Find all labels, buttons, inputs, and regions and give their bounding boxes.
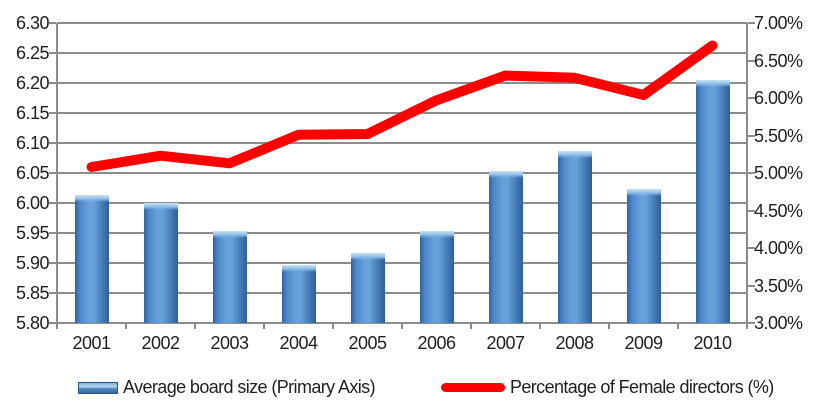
x-axis-label: 2007 xyxy=(486,333,525,353)
right-axis-line xyxy=(746,23,748,323)
bar xyxy=(281,264,316,323)
x-axis-tick xyxy=(125,323,127,329)
gridline xyxy=(57,172,747,174)
x-axis-label: 2004 xyxy=(279,333,318,353)
y-axis-tick-label-right: 4.00% xyxy=(754,238,803,258)
x-axis-tick xyxy=(263,323,265,329)
y-axis-tick-label-right: 5.00% xyxy=(754,163,803,183)
x-axis-tick xyxy=(539,323,541,329)
x-axis-tick xyxy=(194,323,196,329)
legend-item-board-size: Average board size (Primary Axis) xyxy=(78,377,376,398)
left-axis-tick xyxy=(49,232,56,234)
left-axis-tick xyxy=(49,22,56,24)
x-axis-label: 2002 xyxy=(141,333,180,353)
y-axis-tick-label-left: 6.10 xyxy=(15,133,50,153)
gridline xyxy=(57,262,747,264)
plot-area xyxy=(49,22,755,329)
y-axis-tick-label-right: 4.50% xyxy=(754,200,803,221)
gridline xyxy=(57,142,747,144)
x-axis-tick xyxy=(608,323,610,329)
x-axis-label: 2008 xyxy=(555,333,594,353)
line-series xyxy=(86,40,718,172)
right-axis-tick xyxy=(748,284,755,287)
bar xyxy=(212,231,247,323)
right-axis-tick xyxy=(748,209,755,212)
gridline xyxy=(57,52,747,54)
left-axis-tick xyxy=(49,322,56,324)
bar xyxy=(419,231,454,323)
x-axis-label: 2009 xyxy=(624,333,663,353)
y-axis-tick-label-left: 6.20 xyxy=(15,73,50,93)
y-axis-tick-label-right: 6.50% xyxy=(754,50,803,71)
bar xyxy=(488,171,523,323)
y-axis-tick-label-left: 6.05 xyxy=(15,163,50,183)
bar xyxy=(74,195,109,323)
left-axis-tick xyxy=(49,82,56,84)
right-axis-tick xyxy=(748,97,755,99)
left-axis-line xyxy=(56,23,58,323)
bar xyxy=(695,80,730,323)
right-axis-tick xyxy=(748,322,755,324)
left-axis-tick xyxy=(49,202,56,204)
female-directors-line xyxy=(86,40,718,172)
right-axis-tick xyxy=(748,172,755,174)
left-axis-tick xyxy=(49,292,56,294)
x-axis-tick xyxy=(677,323,679,329)
y-axis-tick-label-left: 6.30 xyxy=(15,13,50,33)
y-axis-tick-label-right: 3.50% xyxy=(754,275,803,296)
y-axis-tick-label-left: 6.15 xyxy=(15,103,50,123)
right-axis-tick xyxy=(748,22,755,24)
x-axis-label: 2006 xyxy=(417,333,456,353)
left-axis-tick xyxy=(49,112,56,114)
line-series-swatch xyxy=(440,383,505,392)
y-axis-tick-label-left: 5.85 xyxy=(15,283,50,303)
gridline xyxy=(57,22,747,24)
gridline xyxy=(57,232,747,234)
gridline xyxy=(57,202,747,204)
x-axis-tick xyxy=(746,323,748,329)
x-axis-tick xyxy=(401,323,403,329)
left-axis-tick xyxy=(49,52,56,54)
right-axis-tick xyxy=(748,59,755,62)
y-axis-tick-label-left: 5.90 xyxy=(15,253,50,273)
bar xyxy=(557,150,592,323)
y-axis-tick-label-left: 5.95 xyxy=(15,223,50,243)
right-axis-tick xyxy=(748,134,755,137)
gridline xyxy=(57,292,747,294)
bar-series-swatch xyxy=(78,381,118,394)
x-axis-tick xyxy=(56,323,58,329)
y-axis-tick-label-right: 3.00% xyxy=(754,313,803,333)
y-axis-tick-label-right: 5.50% xyxy=(754,125,803,146)
y-axis-tick-label-right: 6.00% xyxy=(754,88,803,108)
legend-label-board-size: Average board size (Primary Axis) xyxy=(123,377,376,397)
y-axis-tick-label-left: 6.00 xyxy=(15,193,50,213)
x-axis-tick xyxy=(332,323,334,329)
bar xyxy=(350,252,385,323)
y-axis-tick-label-right: 7.00% xyxy=(754,13,803,33)
x-axis-label: 2003 xyxy=(210,333,249,353)
right-axis-tick xyxy=(748,247,755,249)
left-axis-tick xyxy=(49,262,56,264)
y-axis-tick-label-left: 5.80 xyxy=(15,313,50,333)
left-axis-tick xyxy=(49,172,56,174)
y-axis-tick-label-left: 6.25 xyxy=(15,43,50,63)
gridline xyxy=(57,82,747,84)
bar xyxy=(626,189,661,323)
legend-item-female-directors: Percentage of Female directors (%) xyxy=(440,377,774,398)
bar xyxy=(143,203,178,323)
left-axis-tick xyxy=(49,142,56,144)
x-axis-label: 2005 xyxy=(348,333,387,353)
legend: Average board size (Primary Axis) Percen… xyxy=(78,377,774,398)
legend-label-female-directors: Percentage of Female directors (%) xyxy=(509,377,774,397)
x-axis-tick xyxy=(470,323,472,329)
x-axis-label: 2010 xyxy=(693,333,732,353)
x-axis-label: 2001 xyxy=(72,333,111,353)
